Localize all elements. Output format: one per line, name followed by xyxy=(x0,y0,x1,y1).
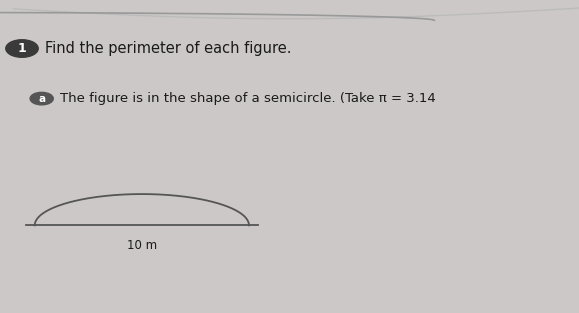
Text: Find the perimeter of each figure.: Find the perimeter of each figure. xyxy=(45,41,292,56)
Text: 10 m: 10 m xyxy=(127,239,157,253)
Circle shape xyxy=(6,40,38,57)
Circle shape xyxy=(30,92,53,105)
Text: a: a xyxy=(38,94,45,104)
Text: The figure is in the shape of a semicircle. (Take π = 3.14: The figure is in the shape of a semicirc… xyxy=(60,92,435,105)
Text: 1: 1 xyxy=(17,42,27,55)
